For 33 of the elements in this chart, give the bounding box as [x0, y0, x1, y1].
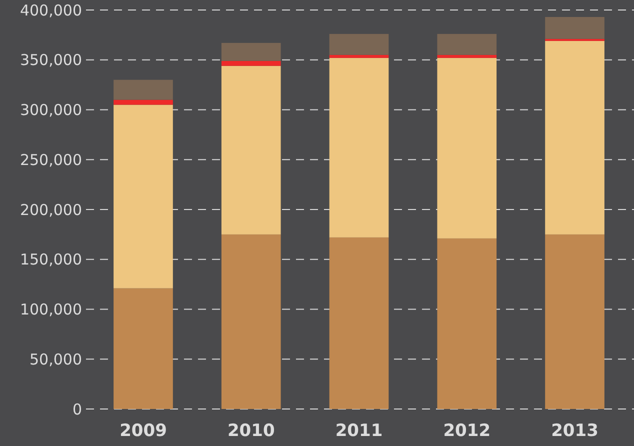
x-tick-label: 2010 [227, 421, 275, 441]
bar [545, 234, 604, 409]
y-tick-label: 250,000 [20, 150, 82, 169]
x-tick-label: 2009 [120, 421, 167, 441]
bar [329, 34, 389, 55]
bar [329, 237, 389, 409]
bar [437, 34, 497, 55]
bar [114, 288, 173, 409]
bar [221, 234, 281, 409]
y-tick-label: 0 [72, 400, 82, 418]
y-tick-label: 300,000 [20, 101, 82, 119]
y-tick-label: 400,000 [20, 1, 82, 20]
bar [437, 238, 497, 409]
y-tick-label: 100,000 [20, 300, 82, 318]
bar [221, 66, 281, 234]
y-tick-label: 200,000 [20, 200, 82, 219]
bar [437, 58, 497, 238]
bar [114, 100, 173, 105]
bar [437, 54, 497, 58]
x-tick-label: 2013 [551, 421, 598, 441]
y-tick-label: 50,000 [30, 350, 82, 368]
y-tick-label: 150,000 [20, 250, 82, 269]
bar [114, 80, 173, 100]
bar [114, 104, 173, 288]
bar [545, 16, 604, 39]
x-tick-label: 2012 [443, 421, 491, 441]
bar [329, 58, 389, 238]
bar [221, 60, 281, 66]
bar [545, 40, 604, 234]
x-tick-label: 2011 [335, 421, 383, 441]
y-tick-label: 350,000 [20, 51, 82, 70]
bar [221, 42, 281, 61]
bar [329, 54, 389, 58]
